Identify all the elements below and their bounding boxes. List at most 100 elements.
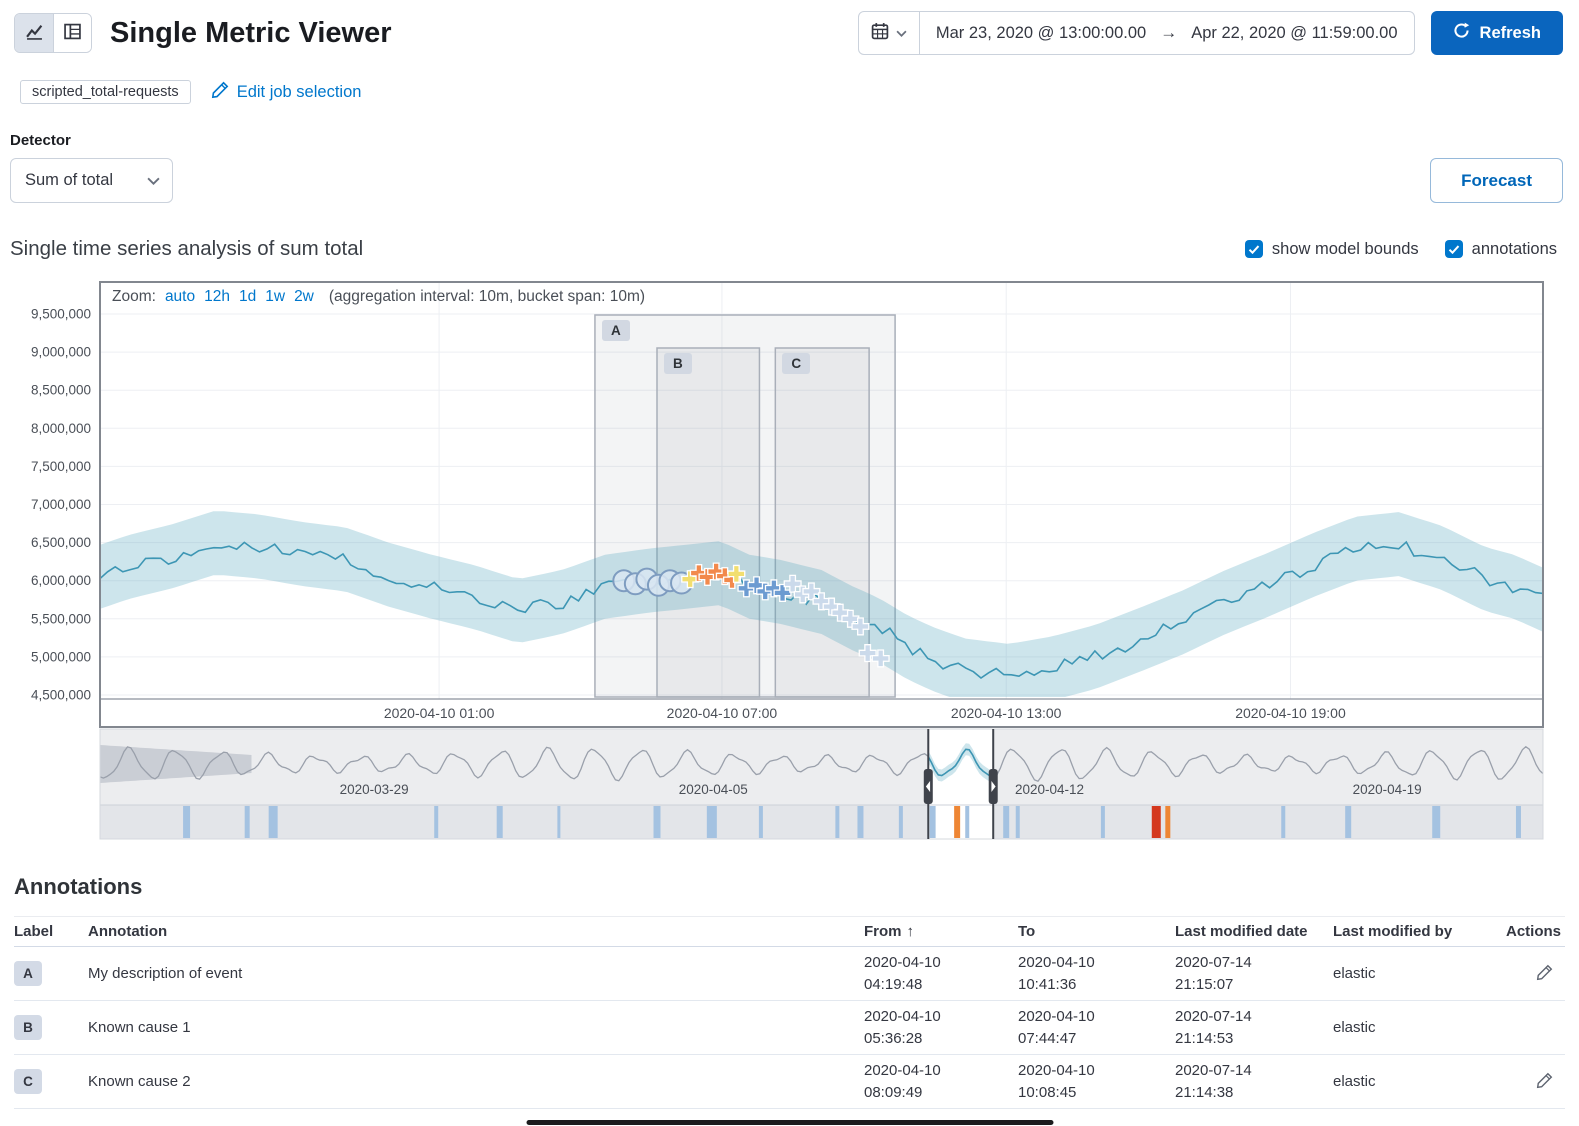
refresh-button[interactable]: Refresh	[1430, 11, 1563, 55]
detector-select[interactable]: Sum of total	[10, 158, 173, 203]
annotation-modified-date: 2020-07-14 21:14:53	[1175, 1007, 1252, 1047]
metric-chart-svg[interactable]: 9,500,000 9,000,000 8,500,000 8,000,000 7,50…	[0, 280, 1545, 842]
annotation-region-C[interactable]	[774, 347, 870, 698]
column-header-last-modified-date[interactable]: Last modified date	[1175, 923, 1308, 940]
date-picker-quick-menu[interactable]	[859, 12, 920, 54]
brush-selected-window[interactable]	[928, 729, 994, 839]
pencil-icon	[211, 81, 229, 104]
zoom-link-auto[interactable]: auto	[164, 288, 196, 305]
svg-text:7,500,000: 7,500,000	[31, 459, 91, 474]
annotations-table-header: Label Annotation From ↑ To Last modified…	[14, 917, 1565, 947]
svg-text:2020-04-10 19:00: 2020-04-10 19:00	[1235, 705, 1346, 721]
zoom-label: Zoom:	[112, 288, 156, 305]
column-header-from[interactable]: From ↑	[864, 923, 915, 940]
svg-text:2020-04-19: 2020-04-19	[1353, 782, 1422, 797]
table-row: A My description of event 2020-04-10 04:…	[14, 947, 1565, 1001]
svg-text:8,500,000: 8,500,000	[31, 383, 91, 398]
svg-text:6,500,000: 6,500,000	[31, 535, 91, 550]
annotation-from: 2020-04-10 04:19:48	[864, 953, 941, 993]
date-range-arrow-icon: →	[1160, 23, 1178, 42]
checkbox-checked-icon	[1444, 240, 1463, 258]
zoom-link-12h[interactable]: 12h	[204, 288, 230, 305]
chevron-down-icon	[896, 24, 907, 42]
date-range-start[interactable]: Mar 23, 2020 @ 13:00:00.00	[935, 23, 1147, 42]
annotation-to: 2020-04-10 07:44:47	[1018, 1007, 1095, 1047]
svg-text:2020-03-29: 2020-03-29	[340, 782, 409, 797]
chart-title: Single time series analysis of sum total	[10, 237, 364, 260]
zoom-link-1d[interactable]: 1d	[238, 288, 257, 305]
detector-label: Detector	[10, 132, 71, 149]
checkbox-checked-icon	[1244, 240, 1263, 258]
annotation-to: 2020-04-10 10:08:45	[1018, 1061, 1095, 1101]
pencil-icon	[1536, 1072, 1553, 1092]
detector-selected-value: Sum of total	[25, 171, 114, 189]
line-chart-icon	[25, 23, 43, 43]
chevron-down-icon	[147, 171, 160, 190]
chart-header: Single time series analysis of sum total…	[0, 237, 1579, 261]
zoom-bar: Zoom: auto 12h 1d 1w 2w (aggregation int…	[112, 288, 645, 306]
annotation-region-label-B: B	[663, 353, 692, 374]
svg-text:7,000,000: 7,000,000	[31, 497, 91, 512]
edit-job-selection-link[interactable]: Edit job selection	[211, 81, 362, 104]
show-model-bounds-label: show model bounds	[1271, 239, 1419, 258]
annotation-modified-by: elastic	[1333, 1019, 1376, 1036]
annotation-modified-by: elastic	[1333, 1073, 1376, 1090]
annotations-section: Annotations Label Annotation From ↑ To L…	[0, 874, 1579, 1109]
svg-text:6,000,000: 6,000,000	[31, 573, 91, 588]
annotation-from: 2020-04-10 05:36:28	[864, 1007, 941, 1047]
annotations-table: Label Annotation From ↑ To Last modified…	[14, 916, 1565, 1109]
annotation-text: My description of event	[88, 965, 243, 982]
date-range-picker: Mar 23, 2020 @ 13:00:00.00 → Apr 22, 202…	[857, 11, 1415, 55]
forecast-button[interactable]: Forecast	[1430, 158, 1563, 203]
pencil-icon	[1536, 964, 1553, 984]
svg-text:5,500,000: 5,500,000	[31, 611, 91, 626]
svg-text:9,000,000: 9,000,000	[31, 345, 91, 360]
column-header-label: Label	[14, 923, 54, 940]
column-header-last-modified-by[interactable]: Last modified by	[1333, 923, 1453, 940]
edit-annotation-button[interactable]	[1536, 1072, 1553, 1092]
page-title: Single Metric Viewer	[110, 16, 392, 49]
column-header-to[interactable]: To	[1018, 923, 1036, 940]
svg-text:2020-04-10 13:00: 2020-04-10 13:00	[951, 705, 1062, 721]
annotation-modified-date: 2020-07-14 21:15:07	[1175, 953, 1252, 993]
sort-ascending-icon: ↑	[906, 923, 915, 940]
annotation-label-badge: A	[14, 961, 42, 986]
detector-row: Sum of total Forecast	[0, 158, 1579, 203]
chart-view-button[interactable]	[15, 14, 53, 52]
aggregation-interval-note: (aggregation interval: 10m, bucket span:…	[328, 288, 646, 305]
metric-time-series-chart[interactable]: 9,500,000 9,000,000 8,500,000 8,000,000 7,50…	[0, 280, 1545, 847]
anomaly-markers[interactable]	[612, 562, 890, 668]
job-selection-bar: scripted_total-requests Edit job selecti…	[0, 78, 1579, 106]
edit-job-selection-label: Edit job selection	[236, 82, 362, 101]
annotation-region-B[interactable]	[656, 347, 761, 698]
zoom-link-2w[interactable]: 2w	[294, 288, 314, 305]
show-model-bounds-checkbox[interactable]: show model bounds	[1244, 239, 1419, 259]
time-series-chart-area: 9,500,000 9,000,000 8,500,000 8,000,000 7,50…	[0, 280, 1545, 842]
svg-text:2020-04-10 07:00: 2020-04-10 07:00	[667, 705, 778, 721]
annotation-to: 2020-04-10 10:41:36	[1018, 953, 1095, 993]
annotation-modified-by: elastic	[1333, 965, 1376, 982]
table-view-button[interactable]	[53, 14, 91, 52]
svg-text:4,500,000: 4,500,000	[31, 688, 91, 703]
column-header-annotation: Annotation	[88, 923, 168, 940]
top-bar: Single Metric Viewer Mar 23, 2020 @ 13:0…	[0, 0, 1579, 56]
annotations-heading: Annotations	[14, 874, 143, 899]
job-badge: scripted_total-requests	[20, 80, 191, 104]
edit-annotation-button[interactable]	[1536, 964, 1553, 984]
annotations-checkbox[interactable]: annotations	[1444, 240, 1557, 259]
annotation-label-badge: C	[14, 1069, 42, 1094]
date-range-end[interactable]: Apr 22, 2020 @ 11:59:00.00	[1191, 23, 1398, 42]
zoom-link-1w[interactable]: 1w	[265, 288, 286, 305]
svg-text:8,000,000: 8,000,000	[31, 421, 91, 436]
refresh-button-label: Refresh	[1479, 23, 1541, 42]
calendar-icon	[871, 22, 889, 45]
table-row: C Known cause 2 2020-04-10 08:09:49 2020…	[14, 1055, 1565, 1109]
svg-text:5,000,000: 5,000,000	[31, 649, 91, 664]
view-toggle-group	[14, 13, 92, 53]
home-indicator	[526, 1120, 1053, 1125]
svg-text:2020-04-10 01:00: 2020-04-10 01:00	[384, 705, 495, 721]
annotation-region-A[interactable]	[594, 314, 896, 698]
annotation-text: Known cause 1	[88, 1019, 191, 1036]
annotation-text: Known cause 2	[88, 1073, 191, 1090]
annotation-region-label-A: A	[601, 320, 630, 341]
